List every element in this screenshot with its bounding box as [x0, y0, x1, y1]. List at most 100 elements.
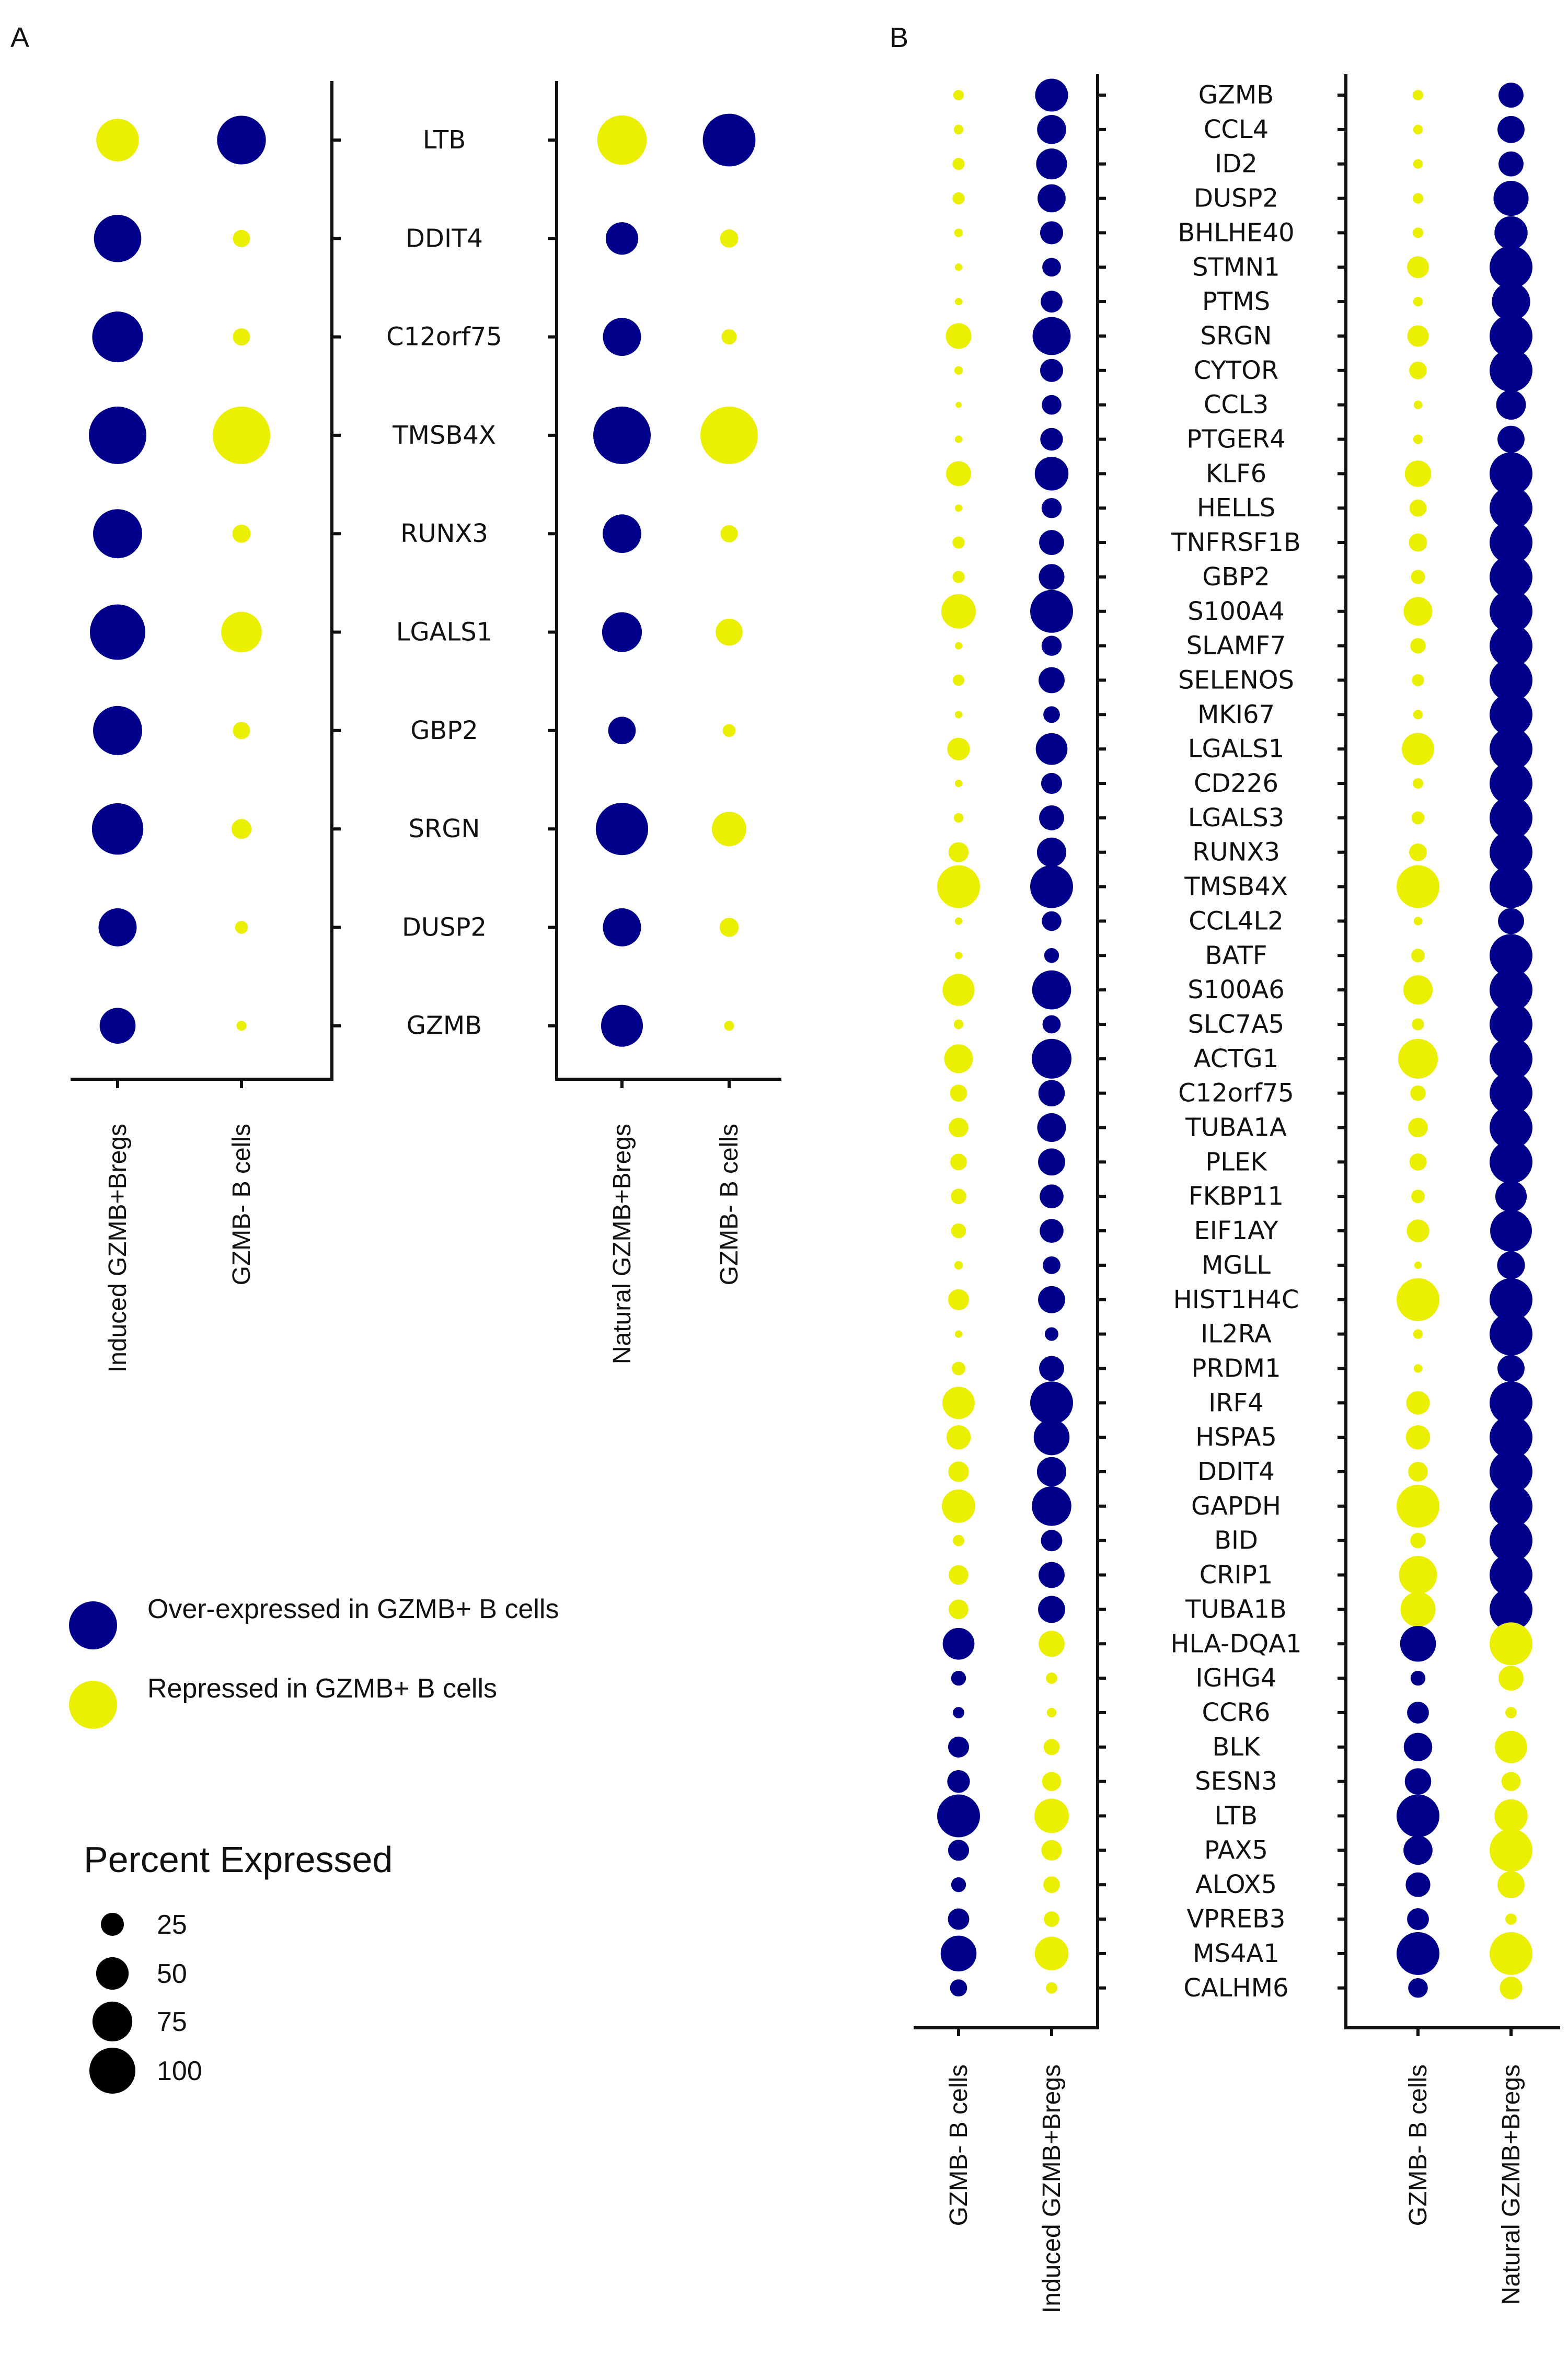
gene-label-b-12: HELLS	[1197, 493, 1275, 523]
gene-label-b-5: STMN1	[1192, 252, 1280, 282]
dot-a-1-9-0	[601, 1004, 643, 1047]
dot-b-1-14-0	[1411, 570, 1425, 584]
gene-label-a-2: C12orf75	[386, 322, 502, 352]
dot-b-1-51-1	[1490, 1829, 1532, 1872]
dot-a-0-0-0	[96, 119, 139, 161]
dot-b-1-19-0	[1402, 733, 1434, 766]
dot-b-1-16-0	[1410, 638, 1426, 654]
dot-b-0-9-0	[955, 401, 962, 408]
size-legend-dot-100	[89, 2048, 135, 2094]
dot-b-0-49-1	[1042, 1772, 1062, 1791]
dot-a-1-7-0	[595, 802, 649, 856]
dot-b-0-34-0	[954, 1261, 963, 1270]
gene-label-b-18: MKI67	[1197, 700, 1275, 729]
dot-b-1-26-1	[1490, 968, 1532, 1012]
gene-label-b-29: C12orf75	[1178, 1079, 1294, 1108]
gene-label-a-5: LGALS1	[396, 618, 493, 647]
dot-b-0-29-0	[950, 1084, 967, 1102]
dot-b-0-22-1	[1036, 837, 1067, 867]
dot-b-1-3-1	[1493, 180, 1529, 216]
size-legend-label-25: 25	[157, 1910, 187, 1940]
dot-a-1-8-1	[719, 918, 739, 937]
dot-a-0-7-0	[91, 803, 144, 855]
gene-label-b-46: IGHG4	[1195, 1664, 1276, 1693]
gene-label-b-51: PAX5	[1204, 1835, 1268, 1865]
dot-b-1-5-1	[1490, 246, 1532, 289]
dot-b-0-27-0	[953, 1019, 964, 1030]
gene-label-b-6: PTMS	[1202, 287, 1270, 316]
dot-b-1-25-1	[1490, 934, 1532, 977]
gene-label-b-35: HIST1H4C	[1173, 1285, 1299, 1314]
dot-b-0-25-1	[1044, 948, 1059, 963]
dot-b-1-18-1	[1490, 693, 1532, 736]
legend-repressed-dot	[69, 1681, 117, 1729]
dot-b-1-38-0	[1406, 1391, 1430, 1415]
dot-b-1-22-0	[1409, 843, 1427, 861]
dot-b-0-18-0	[954, 711, 963, 719]
gene-label-b-0: GZMB	[1198, 80, 1274, 110]
dot-b-1-6-1	[1492, 282, 1530, 321]
dot-a-0-1-1	[233, 229, 250, 247]
gene-label-b-9: CCL3	[1204, 390, 1269, 420]
dot-b-1-33-0	[1406, 1219, 1429, 1242]
dot-b-1-45-0	[1400, 1625, 1436, 1662]
col-label-a-1-1: GZMB- B cells	[716, 1124, 743, 1285]
col-label-b-0-0: GZMB- B cells	[945, 2064, 973, 2226]
dot-b-1-22-1	[1490, 830, 1532, 874]
gene-label-b-30: TUBA1A	[1185, 1113, 1287, 1142]
dot-b-0-49-0	[947, 1770, 970, 1793]
dot-b-0-44-0	[949, 1599, 969, 1620]
gene-label-b-3: DUSP2	[1194, 184, 1278, 213]
dot-b-0-35-0	[948, 1289, 970, 1310]
gene-label-a-9: GZMB	[407, 1011, 482, 1041]
dot-b-0-40-1	[1036, 1457, 1067, 1487]
gene-label-b-43: CRIP1	[1200, 1561, 1273, 1590]
panel-a-axes	[71, 81, 781, 1088]
dot-b-0-32-1	[1040, 1184, 1064, 1209]
dot-b-0-41-0	[941, 1489, 976, 1523]
dot-b-1-13-1	[1490, 521, 1532, 564]
panel-b-dots	[937, 78, 1532, 2000]
size-legend-label-50: 50	[157, 1959, 187, 1989]
dot-b-1-37-0	[1413, 1364, 1423, 1373]
gene-label-b-45: HLA-DQA1	[1170, 1629, 1301, 1658]
gene-label-b-14: GBP2	[1202, 562, 1270, 592]
dot-b-1-33-1	[1490, 1210, 1532, 1252]
dot-b-1-16-1	[1490, 624, 1532, 667]
dot-b-1-21-0	[1411, 811, 1425, 825]
dot-b-1-43-0	[1399, 1556, 1437, 1594]
dot-b-0-46-1	[1046, 1672, 1057, 1684]
dot-a-0-3-1	[213, 406, 270, 464]
dot-b-1-10-0	[1413, 434, 1423, 444]
dot-b-0-51-1	[1041, 1840, 1062, 1861]
col-label-b-0-1: Induced GZMB+Bregs	[1038, 2064, 1066, 2313]
dot-b-0-10-1	[1040, 428, 1063, 451]
dot-b-0-55-0	[950, 1979, 967, 1997]
dot-b-0-5-1	[1042, 258, 1061, 277]
dot-b-1-15-0	[1403, 597, 1433, 626]
dot-b-1-3-0	[1412, 193, 1424, 204]
gene-label-b-2: ID2	[1215, 149, 1258, 179]
dot-b-0-2-0	[952, 158, 965, 170]
gene-label-b-16: SLAMF7	[1186, 631, 1286, 661]
dot-b-1-29-1	[1490, 1071, 1532, 1115]
dot-b-0-32-0	[951, 1188, 966, 1204]
dot-a-1-5-1	[716, 618, 743, 646]
dot-b-0-20-1	[1041, 772, 1063, 794]
dot-b-0-13-1	[1039, 530, 1064, 555]
dot-b-1-36-1	[1490, 1312, 1532, 1356]
dot-b-0-6-1	[1041, 291, 1063, 313]
col-label-a-0-1: GZMB- B cells	[228, 1124, 256, 1285]
dot-b-1-39-1	[1490, 1416, 1532, 1459]
dot-b-1-24-0	[1413, 917, 1423, 926]
dot-b-0-53-0	[948, 1908, 970, 1930]
gene-label-b-48: BLK	[1212, 1733, 1261, 1762]
dot-b-0-26-1	[1032, 970, 1071, 1010]
dot-b-0-21-1	[1039, 805, 1064, 830]
dot-a-1-1-1	[720, 229, 739, 248]
dot-b-0-29-1	[1038, 1080, 1065, 1106]
panel-a: A LTB DDIT4 C12orf75 TMSB4X RUNX3 LGALS1 GBP2 S…	[10, 22, 781, 2094]
panel-a-label: A	[10, 22, 29, 53]
dot-a-0-8-0	[98, 908, 137, 946]
gene-label-b-28: ACTG1	[1194, 1044, 1279, 1073]
